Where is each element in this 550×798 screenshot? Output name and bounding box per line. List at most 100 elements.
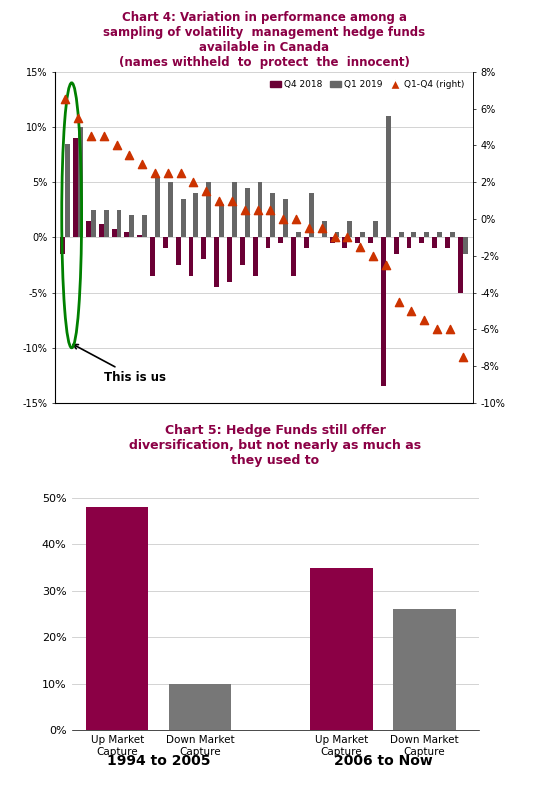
Bar [65, 144, 70, 238]
Bar [373, 221, 378, 238]
Bar [245, 188, 250, 238]
Bar [163, 238, 168, 248]
Point [189, 176, 198, 188]
Legend: Q4 2018, Q1 2019, Q1-Q4 (right): Q4 2018, Q1 2019, Q1-Q4 (right) [266, 77, 469, 93]
Bar [168, 182, 173, 238]
Bar [271, 193, 276, 238]
Point [279, 212, 288, 225]
Point [266, 203, 275, 216]
Bar [91, 210, 96, 238]
Point [138, 157, 147, 170]
Bar [420, 238, 424, 243]
Bar [437, 232, 442, 238]
Bar [232, 182, 237, 238]
Bar [329, 238, 334, 243]
Bar [406, 238, 411, 248]
Point [292, 212, 300, 225]
Bar [266, 238, 271, 248]
Point [176, 167, 185, 180]
Point [330, 231, 339, 244]
Point [74, 112, 82, 124]
Bar [169, 684, 232, 730]
Bar [348, 221, 352, 238]
Bar [194, 193, 199, 238]
Bar [304, 238, 309, 248]
Title: Chart 5: Hedge Funds still offer
diversification, but not nearly as much as
they: Chart 5: Hedge Funds still offer diversi… [129, 424, 421, 467]
Bar [219, 204, 224, 238]
Point [458, 350, 467, 363]
Bar [424, 232, 429, 238]
Bar [86, 221, 91, 238]
Point [368, 250, 377, 263]
Bar [99, 224, 104, 238]
Bar [112, 228, 117, 238]
Bar [206, 182, 211, 238]
Bar [214, 238, 219, 287]
Bar [124, 232, 129, 238]
Bar [104, 210, 108, 238]
Text: 1994 to 2005: 1994 to 2005 [107, 754, 211, 768]
Point [253, 203, 262, 216]
Bar [73, 138, 78, 238]
Bar [355, 238, 360, 243]
Bar [360, 232, 365, 238]
Bar [117, 210, 122, 238]
Bar [322, 221, 327, 238]
Point [305, 222, 314, 235]
Bar [310, 567, 372, 730]
Bar [432, 238, 437, 248]
Bar [176, 238, 180, 265]
Bar [394, 238, 399, 254]
Bar [399, 232, 404, 238]
Bar [227, 238, 232, 282]
Point [61, 93, 70, 106]
Bar [291, 238, 296, 276]
Point [125, 148, 134, 161]
Point [163, 167, 172, 180]
Point [446, 323, 454, 336]
Bar [368, 238, 373, 243]
Bar [386, 116, 390, 238]
Bar [240, 238, 245, 265]
Bar [458, 238, 463, 293]
Bar [180, 199, 185, 238]
Point [407, 305, 416, 318]
Point [214, 194, 223, 207]
Point [317, 222, 326, 235]
Point [381, 259, 390, 271]
Point [112, 139, 121, 152]
Bar [60, 238, 65, 254]
Bar [411, 232, 416, 238]
Bar [296, 232, 301, 238]
Bar [86, 508, 148, 730]
Point [420, 314, 428, 326]
Bar [381, 238, 386, 386]
Point [240, 203, 249, 216]
Title: Chart 4: Variation in performance among a
sampling of volatility  management hed: Chart 4: Variation in performance among … [103, 11, 425, 69]
Point [100, 130, 108, 143]
Point [343, 231, 352, 244]
Bar [129, 215, 134, 238]
Bar [257, 182, 262, 238]
Bar [201, 238, 206, 259]
Bar [393, 610, 455, 730]
Bar [463, 238, 468, 254]
Point [356, 240, 365, 253]
Bar [142, 215, 147, 238]
Bar [78, 127, 83, 238]
Point [433, 323, 442, 336]
Bar [309, 193, 313, 238]
Bar [343, 238, 348, 248]
Point [86, 130, 95, 143]
Bar [283, 199, 288, 238]
Bar [189, 238, 194, 276]
Point [394, 295, 403, 308]
Point [151, 167, 160, 180]
Bar [278, 238, 283, 243]
Bar [150, 238, 155, 276]
Bar [155, 176, 160, 238]
Bar [252, 238, 257, 276]
Point [228, 194, 236, 207]
Bar [138, 235, 142, 238]
Bar [445, 238, 450, 248]
